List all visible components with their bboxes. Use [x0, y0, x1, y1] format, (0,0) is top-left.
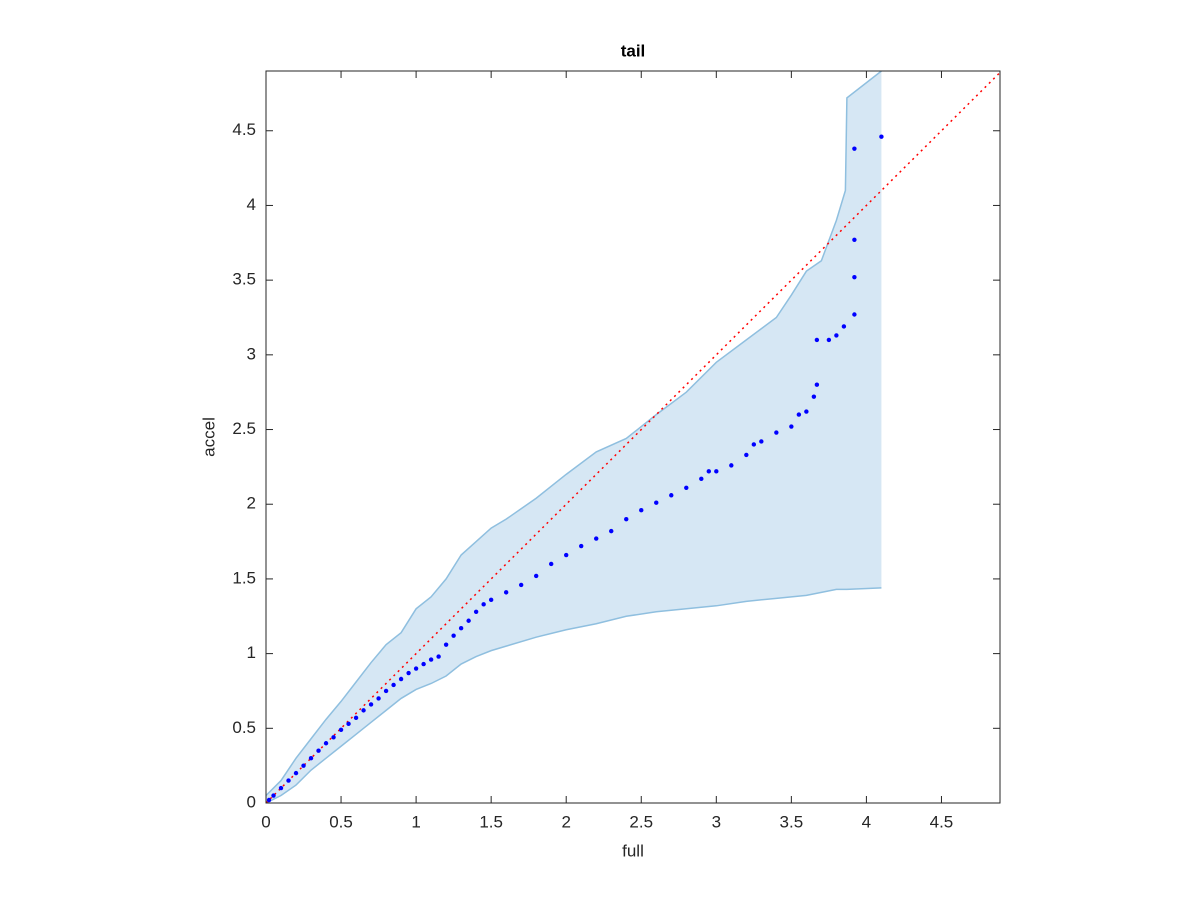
data-point	[361, 708, 366, 713]
y-tick-label: 4.5	[232, 120, 256, 139]
data-point	[714, 469, 719, 474]
data-point	[428, 657, 434, 662]
data-point	[458, 626, 464, 631]
data-point	[481, 602, 486, 607]
axes: 0 0.5 1 1.5 2 2.5 3 3.5 4 4.5 0 0.5 1 1.5 2 2.5 3 3.5 4 4.5	[232, 70, 1001, 831]
data-point	[814, 337, 820, 343]
data-point	[796, 412, 802, 417]
data-point	[308, 755, 314, 761]
y-tick-label: 3.5	[232, 270, 256, 289]
data-point	[639, 508, 644, 513]
x-tick-label: 1.5	[479, 812, 503, 831]
data-point	[789, 424, 794, 429]
data-point	[286, 778, 291, 783]
data-point	[413, 666, 419, 671]
data-point	[278, 785, 284, 791]
data-point	[391, 682, 396, 688]
axes-box	[265, 70, 1001, 804]
data-point	[266, 797, 272, 803]
data-point	[466, 618, 471, 623]
data-point	[729, 463, 734, 468]
data-point	[759, 439, 764, 444]
data-point	[443, 642, 449, 647]
y-axis-label: accel	[199, 417, 218, 457]
y-tick-label: 4	[247, 195, 256, 214]
data-point	[406, 670, 411, 676]
data-point	[699, 476, 704, 482]
x-tick-label: 2	[561, 812, 570, 831]
x-tick-label: 0.5	[329, 812, 353, 831]
data-point	[826, 337, 832, 343]
data-point	[548, 561, 554, 567]
data-point	[594, 536, 599, 541]
data-point	[852, 312, 857, 317]
y-tick-label: 1	[247, 643, 256, 662]
data-point	[323, 741, 329, 746]
x-axis-label: full	[622, 841, 644, 860]
x-tick-label: 3	[712, 812, 721, 831]
data-point	[624, 516, 629, 522]
data-point	[316, 748, 321, 753]
data-point	[376, 696, 381, 701]
data-point	[346, 721, 351, 727]
data-point	[503, 590, 509, 595]
data-point	[852, 274, 857, 280]
y-tick-label: 1.5	[232, 568, 256, 587]
data-point	[293, 770, 299, 776]
data-point	[814, 382, 820, 387]
data-point	[421, 661, 426, 667]
data-point	[488, 597, 494, 603]
data-point	[518, 582, 524, 588]
y-tick-label: 2.5	[232, 419, 256, 438]
data-point	[564, 552, 569, 558]
data-point	[353, 715, 359, 721]
data-point	[852, 237, 857, 243]
data-point	[774, 430, 779, 435]
reference-line	[266, 71, 1000, 803]
data-point	[533, 573, 539, 579]
band-lower	[266, 587, 882, 803]
x-tick-label: 3.5	[780, 812, 804, 831]
data-point	[811, 394, 817, 399]
plot-area	[266, 71, 1000, 803]
data-point	[271, 793, 276, 798]
data-point	[834, 333, 839, 338]
data-point	[451, 633, 456, 638]
confidence-band	[266, 71, 882, 803]
data-point	[654, 500, 659, 505]
data-point	[804, 409, 809, 414]
data-point	[383, 688, 389, 694]
x-tick-label: 1	[411, 812, 420, 831]
data-point	[841, 324, 847, 329]
x-tick-label: 0	[261, 812, 270, 831]
data-point	[744, 452, 749, 458]
data-point	[331, 735, 336, 740]
y-tick-label: 0	[247, 792, 256, 811]
chart-title: tail	[621, 41, 646, 60]
y-tick-label: 0.5	[232, 718, 256, 737]
data-point	[669, 493, 674, 498]
x-tick-label: 2.5	[629, 812, 653, 831]
data-point	[852, 146, 857, 151]
data-point	[338, 727, 344, 732]
data-point	[368, 702, 374, 707]
data-point	[706, 469, 712, 474]
data-point	[473, 609, 479, 614]
data-point	[436, 654, 441, 659]
data-point	[398, 676, 404, 682]
data-point	[751, 442, 757, 447]
data-point	[301, 763, 306, 768]
x-tick-label: 4.5	[930, 812, 954, 831]
data-point	[879, 134, 884, 139]
y-tick-label: 3	[247, 344, 256, 363]
data-point	[684, 485, 689, 490]
x-tick-label: 4	[862, 812, 871, 831]
data-point	[609, 528, 614, 534]
band-upper	[266, 71, 882, 797]
y-tick-label: 2	[247, 494, 256, 513]
data-point	[579, 543, 584, 549]
